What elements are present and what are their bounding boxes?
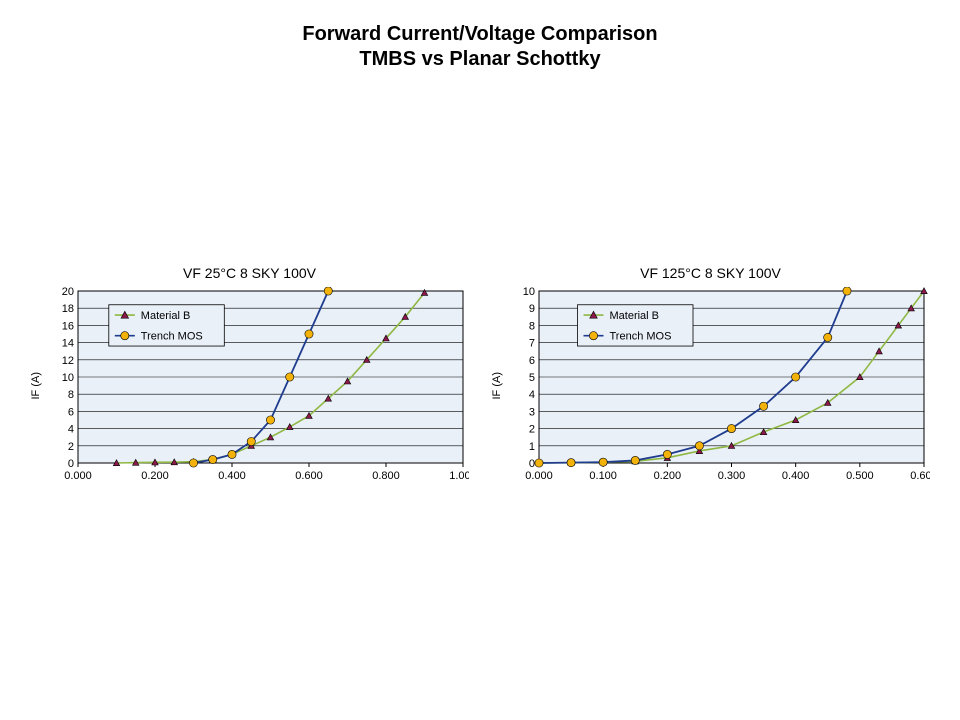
- svg-text:Trench MOS: Trench MOS: [141, 331, 203, 343]
- svg-text:12: 12: [62, 355, 74, 367]
- svg-text:1.000: 1.000: [449, 470, 469, 482]
- svg-text:0.300: 0.300: [718, 470, 746, 482]
- svg-text:9: 9: [529, 303, 535, 315]
- svg-text:6: 6: [68, 406, 74, 418]
- svg-text:2: 2: [68, 441, 74, 453]
- chart-title-0: VF 25°C 8 SKY 100V: [183, 265, 316, 281]
- svg-text:10: 10: [523, 287, 535, 298]
- svg-text:6: 6: [529, 355, 535, 367]
- svg-text:0: 0: [529, 458, 535, 470]
- chart-ylabel-0: IF (A): [30, 372, 42, 400]
- charts-row: VF 25°C 8 SKY 100V IF (A) 02468101214161…: [0, 265, 960, 485]
- svg-text:0.200: 0.200: [654, 470, 682, 482]
- svg-text:0.500: 0.500: [846, 470, 874, 482]
- svg-text:0.400: 0.400: [782, 470, 810, 482]
- svg-text:Material B: Material B: [141, 310, 191, 322]
- svg-text:0.000: 0.000: [64, 470, 92, 482]
- svg-text:Trench MOS: Trench MOS: [610, 331, 672, 343]
- svg-text:20: 20: [62, 287, 74, 298]
- svg-text:18: 18: [62, 303, 74, 315]
- svg-text:0.100: 0.100: [589, 470, 617, 482]
- chart-body-1: IF (A) 0123456789100.0000.1000.2000.3000…: [491, 287, 930, 485]
- svg-text:7: 7: [529, 338, 535, 350]
- svg-text:8: 8: [529, 320, 535, 332]
- svg-text:0.000: 0.000: [525, 470, 553, 482]
- svg-text:10: 10: [62, 372, 74, 384]
- chart-panel-0: VF 25°C 8 SKY 100V IF (A) 0 2 4 6 8 10 12 14 16 1…: [30, 265, 469, 485]
- svg-text:14: 14: [62, 338, 74, 350]
- page-title-line1: Forward Current/Voltage Comparison: [0, 22, 960, 47]
- svg-text:0.600: 0.600: [295, 470, 323, 482]
- svg-text:4: 4: [529, 389, 535, 401]
- page-title: Forward Current/Voltage Comparison TMBS …: [0, 0, 960, 72]
- svg-text:0.600: 0.600: [910, 470, 930, 482]
- chart-svg-container-0: 0 2 4 6 8 10 12 14 16 18 20 0.000 0.200 0.400 0.600 0.8…: [46, 287, 469, 485]
- svg-text:0.200: 0.200: [141, 470, 169, 482]
- svg-text:0.400: 0.400: [218, 470, 246, 482]
- chart-svg-container-1: 0 1 2 3 4 5 6 7 8 9 10 0.000 0.100 0.200 0.300 0.400 0.5…: [507, 287, 930, 485]
- chart-ylabel-1: IF (A): [491, 372, 503, 400]
- svg-text:3: 3: [529, 406, 535, 418]
- svg-text:4: 4: [68, 424, 74, 436]
- page-title-line2: TMBS vs Planar Schottky: [0, 47, 960, 72]
- svg-text:0.800: 0.800: [372, 470, 400, 482]
- svg-text:16: 16: [62, 320, 74, 332]
- svg-text:1: 1: [529, 441, 535, 453]
- chart-title-1: VF 125°C 8 SKY 100V: [640, 265, 781, 281]
- chart-panel-1: VF 125°C 8 SKY 100V IF (A) 0123456789100…: [491, 265, 930, 485]
- chart-body-0: IF (A) 024681012141618200.0000.2000.4000…: [30, 287, 469, 485]
- svg-text:5: 5: [529, 372, 535, 384]
- svg-text:0: 0: [68, 458, 74, 470]
- svg-text:Material B: Material B: [610, 310, 660, 322]
- svg-text:8: 8: [68, 389, 74, 401]
- svg-text:2: 2: [529, 424, 535, 436]
